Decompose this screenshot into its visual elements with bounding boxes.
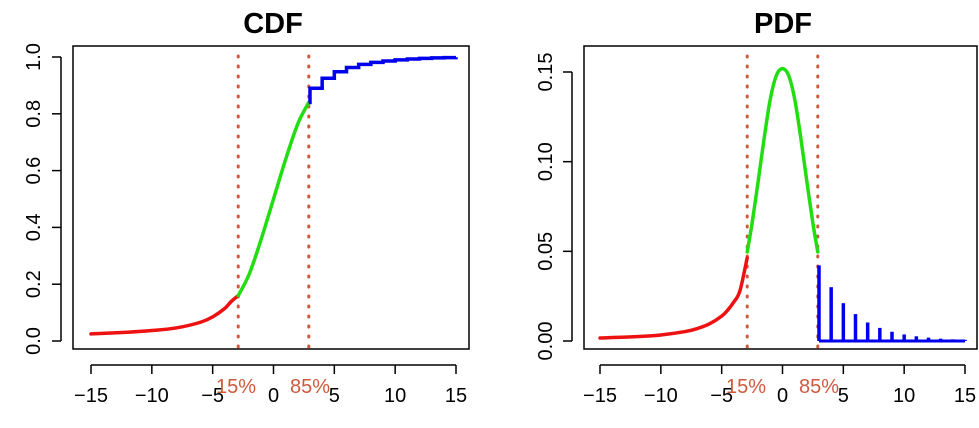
pdf-panel: PDF −15 −10 −5 0 5 10 15 0.000.050.100.15 15% … — [535, 8, 978, 407]
pdf-x-tick-label: 5 — [838, 385, 849, 407]
cdf-label-85-percent: 85% — [290, 376, 330, 398]
cdf-y-tick-label: 0.2 — [23, 270, 45, 298]
pdf-x-tick-label: 0 — [777, 385, 788, 407]
cdf-series-green — [236, 100, 311, 298]
pdf-series — [598, 66, 967, 343]
pdf-x-tick-label: 15 — [954, 385, 976, 407]
pdf-y-tick-label: 0.15 — [535, 53, 557, 92]
cdf-y-tick-label: 1.0 — [23, 43, 45, 71]
pdf-label-15-percent: 15% — [726, 376, 766, 398]
cdf-x-tick-label: −15 — [74, 385, 108, 407]
pdf-y-tick-label: 0.00 — [535, 322, 557, 361]
pdf-y-tick-label: 0.10 — [535, 142, 557, 181]
pdf-x-tick-label: 10 — [893, 385, 915, 407]
cdf-x-tick-label: 0 — [268, 385, 279, 407]
pdf-title: PDF — [754, 8, 812, 40]
cdf-y-tick-label: 0.6 — [23, 157, 45, 185]
pdf-quantile-lines — [745, 54, 820, 351]
pdf-y-axis: 0.00 0.05 0.10 0.15 — [535, 53, 573, 361]
pdf-y-ticks: 0.00 0.05 0.10 0.15 — [535, 53, 572, 361]
cdf-label-15-percent: 15% — [216, 376, 256, 398]
cdf-y-tick-label: 0.0 — [23, 327, 45, 355]
cdf-x-tick-label: −5 — [201, 385, 224, 407]
pdf-x-tick-label: −5 — [710, 385, 733, 407]
cdf-x-tick-label: 5 — [329, 385, 340, 407]
cdf-panel: CDF −15 −10 −5 0 5 10 15 0.0 0.2 0.4 0.6 0.8 1.0 15… — [23, 8, 470, 407]
cdf-y-axis: 0.0 0.2 0.4 0.6 0.8 1.0 — [23, 43, 62, 355]
cdf-series — [89, 55, 458, 336]
cdf-x-axis: −15 −10 −5 0 5 10 15 — [74, 364, 467, 407]
cdf-title: CDF — [243, 8, 303, 40]
cdf-x-tick-label: 15 — [445, 385, 467, 407]
pdf-series-red — [598, 256, 749, 340]
pdf-plot-frame — [583, 45, 978, 350]
pdf-x-axis: −15 −10 −5 0 5 10 15 — [583, 364, 976, 407]
cdf-plot-frame — [72, 45, 470, 350]
pdf-series-green — [745, 66, 820, 254]
pdf-x-tick-label: −10 — [644, 385, 678, 407]
cdf-y-tick-label: 0.4 — [23, 213, 45, 241]
cdf-x-tick-label: −10 — [135, 385, 169, 407]
cdf-series-red — [89, 293, 240, 336]
pdf-label-85-percent: 85% — [799, 376, 839, 398]
pdf-y-tick-label: 0.05 — [535, 232, 557, 271]
pdf-x-ticks: −15 −10 −5 0 5 10 15 — [583, 365, 976, 407]
cdf-y-ticks: 0.0 0.2 0.4 0.6 0.8 1.0 — [23, 43, 61, 355]
cdf-x-tick-label: 10 — [384, 385, 406, 407]
cdf-series-blue — [308, 55, 458, 105]
pdf-x-tick-label: −15 — [583, 385, 617, 407]
cdf-y-tick-label: 0.8 — [23, 100, 45, 128]
cdf-x-ticks: −15 −10 −5 0 5 10 15 — [74, 365, 467, 407]
